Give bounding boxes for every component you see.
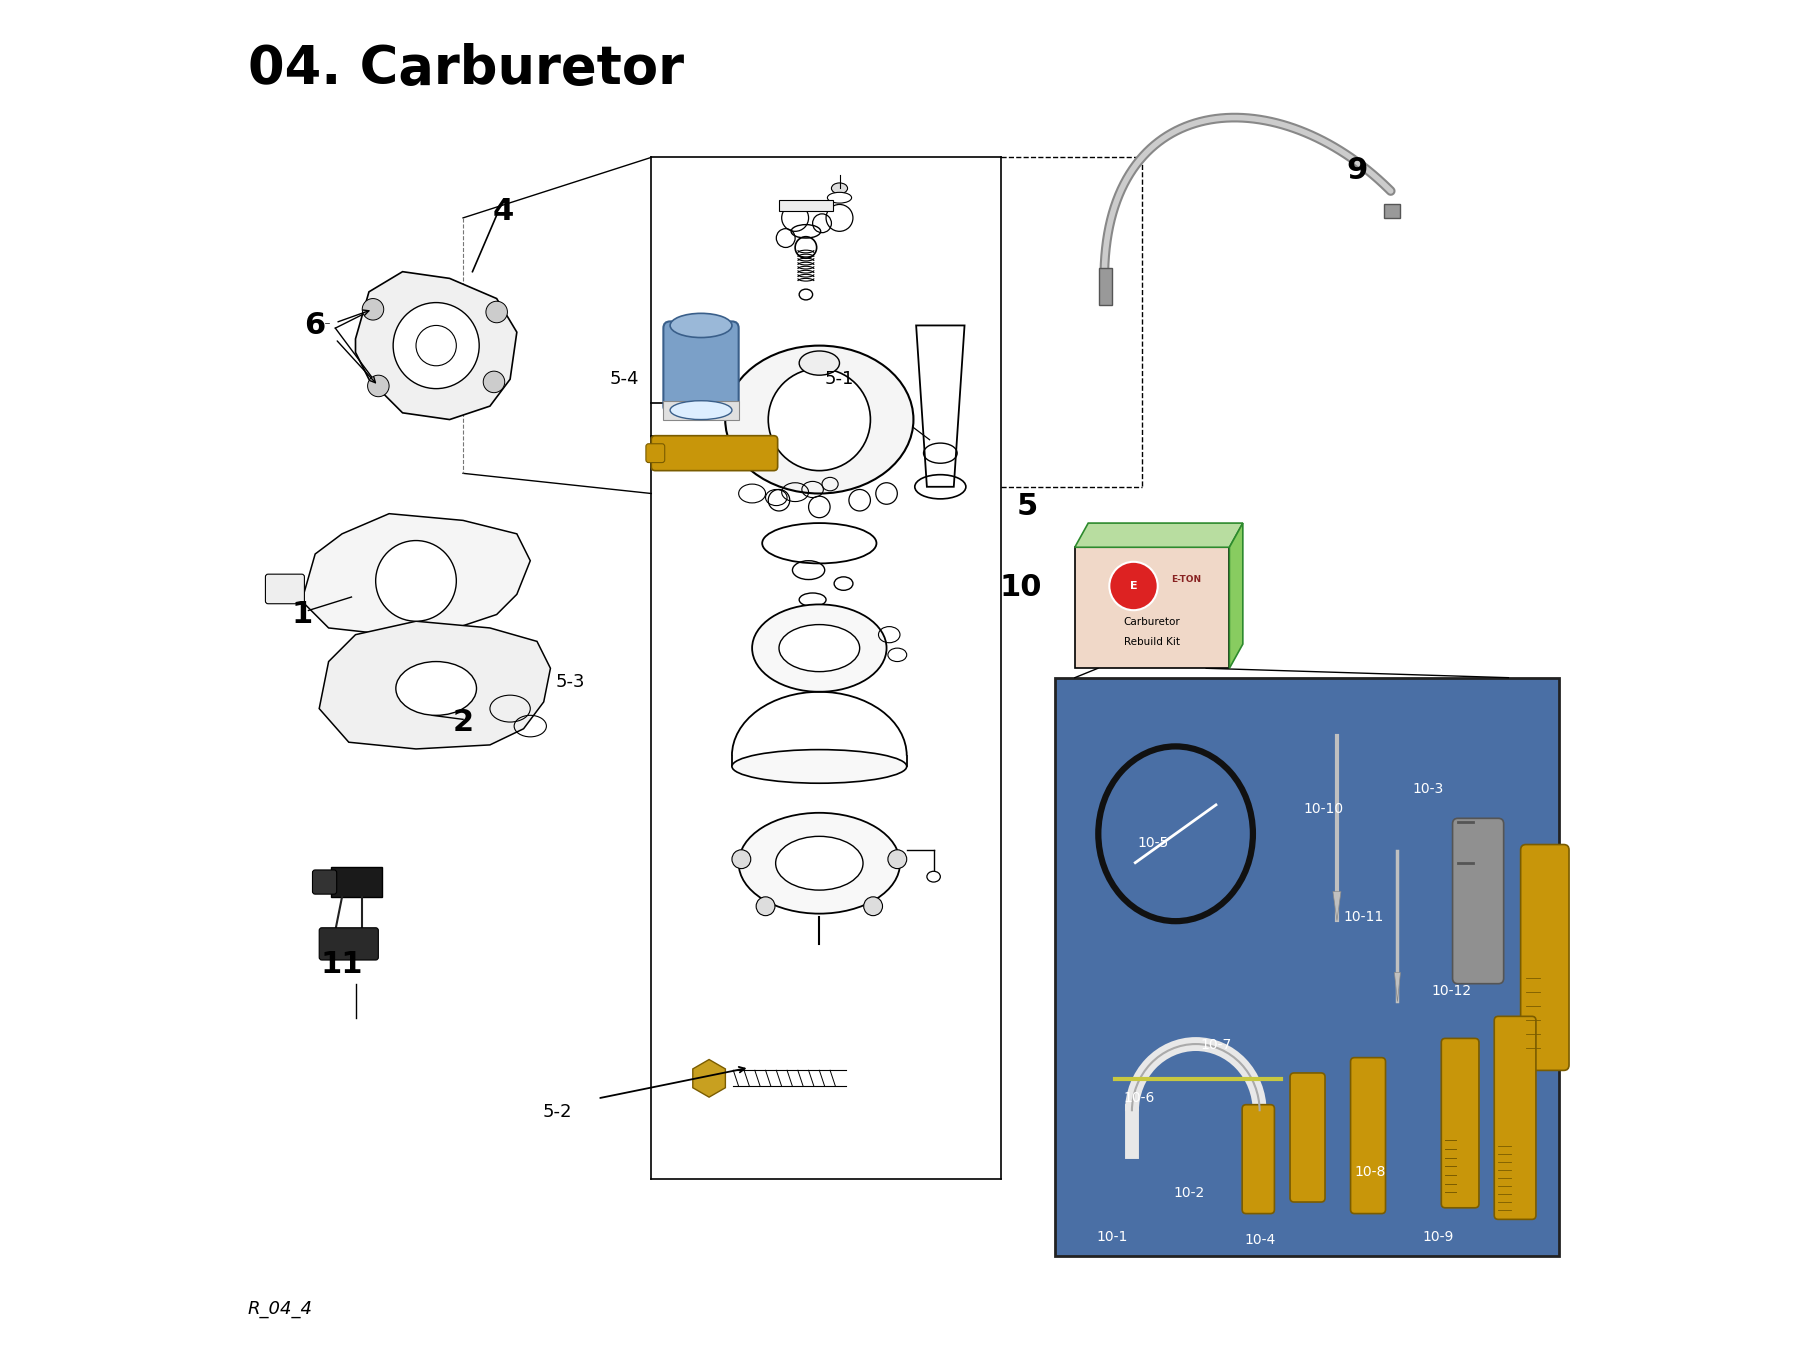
FancyBboxPatch shape — [664, 321, 738, 413]
Text: 10: 10 — [999, 574, 1042, 602]
Text: R_04_4: R_04_4 — [248, 1300, 313, 1318]
Text: 10-7: 10-7 — [1201, 1038, 1231, 1052]
Ellipse shape — [733, 749, 907, 783]
FancyBboxPatch shape — [331, 867, 382, 896]
Text: 10-3: 10-3 — [1413, 782, 1444, 796]
FancyBboxPatch shape — [1350, 1057, 1386, 1214]
Text: 10-1: 10-1 — [1096, 1230, 1129, 1243]
Circle shape — [733, 849, 751, 868]
FancyBboxPatch shape — [1384, 204, 1400, 217]
FancyBboxPatch shape — [652, 436, 778, 471]
Ellipse shape — [396, 662, 477, 716]
Ellipse shape — [670, 401, 733, 420]
FancyBboxPatch shape — [1291, 1073, 1325, 1202]
FancyBboxPatch shape — [313, 869, 337, 894]
Ellipse shape — [776, 837, 862, 890]
Text: Rebuild Kit: Rebuild Kit — [1123, 637, 1181, 647]
Text: 11: 11 — [320, 949, 364, 979]
Circle shape — [486, 301, 508, 323]
Circle shape — [367, 375, 389, 397]
FancyBboxPatch shape — [319, 927, 378, 960]
FancyBboxPatch shape — [1494, 1017, 1535, 1219]
Polygon shape — [1075, 522, 1242, 547]
Circle shape — [1109, 562, 1157, 610]
FancyBboxPatch shape — [1242, 1104, 1274, 1214]
Text: 10-9: 10-9 — [1422, 1230, 1453, 1243]
Text: E-TON: E-TON — [1172, 575, 1201, 583]
FancyBboxPatch shape — [1521, 845, 1570, 1071]
Ellipse shape — [779, 625, 860, 672]
Text: 10-5: 10-5 — [1138, 836, 1168, 850]
FancyBboxPatch shape — [1100, 267, 1112, 305]
Ellipse shape — [752, 605, 887, 691]
Polygon shape — [693, 1060, 725, 1098]
Polygon shape — [1334, 891, 1341, 921]
Circle shape — [362, 298, 383, 320]
Ellipse shape — [832, 184, 848, 193]
Polygon shape — [302, 513, 531, 634]
Ellipse shape — [828, 192, 851, 202]
Text: 10-10: 10-10 — [1303, 802, 1343, 817]
FancyBboxPatch shape — [646, 444, 664, 463]
Text: 10-8: 10-8 — [1355, 1165, 1386, 1180]
Text: 5-1: 5-1 — [824, 370, 855, 389]
FancyBboxPatch shape — [664, 401, 738, 420]
Text: E: E — [1130, 580, 1138, 591]
Polygon shape — [1229, 522, 1242, 668]
Circle shape — [756, 896, 776, 915]
Text: 5-3: 5-3 — [556, 672, 585, 691]
Text: 9: 9 — [1346, 157, 1368, 185]
Text: 1: 1 — [292, 599, 313, 629]
Polygon shape — [1395, 972, 1400, 1002]
Text: 10-2: 10-2 — [1174, 1185, 1204, 1200]
FancyBboxPatch shape — [1453, 818, 1503, 984]
Text: 2: 2 — [452, 707, 473, 737]
Text: 10-6: 10-6 — [1123, 1092, 1156, 1106]
Ellipse shape — [738, 813, 900, 914]
Polygon shape — [319, 621, 551, 749]
Ellipse shape — [670, 313, 733, 338]
Circle shape — [769, 369, 871, 471]
Text: 10-11: 10-11 — [1345, 910, 1384, 923]
Circle shape — [376, 540, 457, 621]
Text: 5: 5 — [1017, 493, 1039, 521]
Text: 6: 6 — [304, 310, 326, 340]
FancyBboxPatch shape — [1442, 1038, 1480, 1208]
Polygon shape — [356, 271, 517, 420]
FancyBboxPatch shape — [1055, 678, 1559, 1256]
Ellipse shape — [799, 351, 839, 375]
Ellipse shape — [725, 346, 913, 494]
Circle shape — [887, 849, 907, 868]
Circle shape — [482, 371, 504, 393]
Text: 5-4: 5-4 — [610, 370, 639, 389]
Text: 10-4: 10-4 — [1244, 1233, 1276, 1246]
FancyBboxPatch shape — [779, 200, 833, 211]
Circle shape — [392, 302, 479, 389]
Text: 5-2: 5-2 — [542, 1103, 572, 1120]
Circle shape — [864, 896, 882, 915]
Text: 04. Carburetor: 04. Carburetor — [248, 43, 684, 95]
Text: Carburetor: Carburetor — [1123, 617, 1181, 628]
Text: 4: 4 — [493, 197, 515, 225]
Text: 10-12: 10-12 — [1431, 984, 1471, 998]
FancyBboxPatch shape — [1075, 547, 1229, 668]
FancyBboxPatch shape — [265, 574, 304, 603]
